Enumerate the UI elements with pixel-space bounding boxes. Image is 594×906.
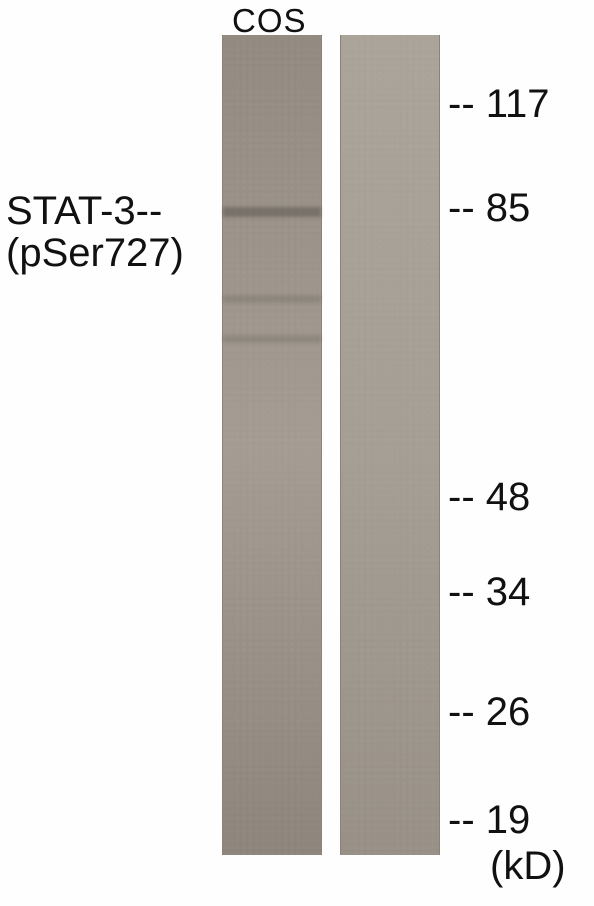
marker-prefix: -- bbox=[448, 798, 486, 842]
mw-unit-label: (kD) bbox=[490, 844, 566, 889]
antibody-label-line1: STAT-3-- bbox=[6, 190, 184, 232]
lane-header-cos: COS bbox=[232, 2, 307, 40]
antibody-label-line2: (pSer727) bbox=[6, 232, 184, 274]
marker-prefix: -- bbox=[448, 82, 486, 126]
marker-value: 34 bbox=[486, 570, 531, 614]
marker-prefix: -- bbox=[448, 570, 486, 614]
marker-prefix: -- bbox=[448, 186, 486, 230]
unit-text: (kD) bbox=[490, 844, 566, 888]
detected-band-stat3 bbox=[223, 207, 321, 217]
marker-value: 48 bbox=[486, 475, 531, 519]
marker-prefix: -- bbox=[448, 690, 486, 734]
mw-marker-34: -- 34 bbox=[448, 570, 530, 615]
lane-2 bbox=[340, 35, 440, 855]
marker-value: 85 bbox=[486, 186, 531, 230]
mw-marker-48: -- 48 bbox=[448, 475, 530, 520]
blot-figure: COS STAT-3-- (pSer727) -- 117 -- 85 -- 4… bbox=[0, 0, 594, 906]
lane-1 bbox=[222, 35, 322, 855]
antibody-label: STAT-3-- (pSer727) bbox=[6, 190, 184, 274]
marker-prefix: -- bbox=[448, 475, 486, 519]
mw-marker-19: -- 19 bbox=[448, 798, 530, 843]
lane-header-text: COS bbox=[232, 2, 307, 39]
faint-band bbox=[223, 295, 321, 303]
marker-value: 117 bbox=[486, 82, 550, 126]
faint-band bbox=[223, 335, 321, 343]
marker-value: 26 bbox=[486, 690, 531, 734]
mw-marker-26: -- 26 bbox=[448, 690, 530, 735]
marker-value: 19 bbox=[486, 798, 531, 842]
mw-marker-117: -- 117 bbox=[448, 82, 550, 127]
mw-marker-85: -- 85 bbox=[448, 186, 530, 231]
